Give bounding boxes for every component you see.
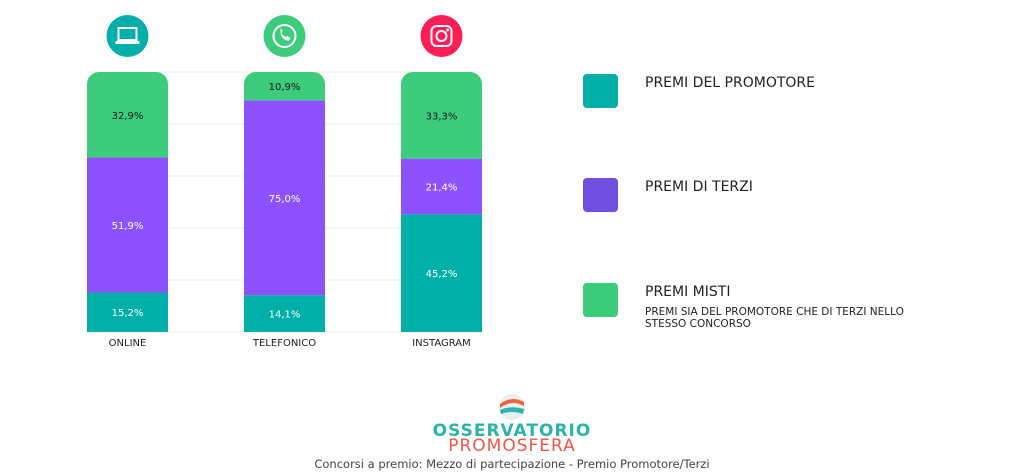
bar-segment xyxy=(87,72,168,158)
bar-segment xyxy=(401,72,482,159)
legend-label-misti: PREMI MISTI xyxy=(645,284,731,300)
data-label: 15,2% xyxy=(112,308,144,319)
category-label: ONLINE xyxy=(109,338,147,349)
data-label: 75,0% xyxy=(269,194,301,205)
instagram-dot xyxy=(446,28,449,32)
legend-label-terzi: PREMI DI TERZI xyxy=(645,179,753,195)
data-label: 32,9% xyxy=(112,111,144,122)
whatsapp-phone xyxy=(280,28,291,41)
bar-segment xyxy=(87,157,168,293)
bar-segment xyxy=(401,158,482,215)
data-label: 10,9% xyxy=(269,82,301,93)
category-label: INSTAGRAM xyxy=(412,338,471,349)
data-label: 21,4% xyxy=(426,183,458,194)
legend-swatch-terzi xyxy=(583,178,618,212)
whatsapp-icon xyxy=(263,15,306,57)
bar-segment xyxy=(244,72,325,101)
bar-segment xyxy=(244,295,325,332)
bar-segment xyxy=(401,214,482,332)
legend-label-promotore: PREMI DEL PROMOTORE xyxy=(645,75,815,91)
legend-swatch-misti xyxy=(583,283,618,317)
data-label: 45,2% xyxy=(426,269,458,280)
instagram-lens xyxy=(435,30,448,42)
logo-text-top: OSSERVATORIO xyxy=(432,421,592,441)
logo-text-bottom: PROMOSFERA xyxy=(448,436,576,456)
logo-globe-icon xyxy=(499,394,525,420)
instagram-icon xyxy=(420,15,463,57)
legend-sub-misti: PREMI SIA DEL PROMOTORE CHE DI TERZI NEL… xyxy=(645,306,904,330)
laptop-screen xyxy=(117,27,138,41)
instagram-frame xyxy=(430,25,453,47)
bar-segment xyxy=(244,100,325,296)
data-label: 51,9% xyxy=(112,221,144,232)
laptop-base xyxy=(115,41,140,44)
chart-caption: Concorsi a premio: Mezzo di partecipazio… xyxy=(314,457,710,471)
stacked-bar-chart: 15,2% 51,9% 32,9% ONLINE 14,1% 75,0% 10,9% TELE… xyxy=(87,15,482,349)
whatsapp-bubble xyxy=(272,24,297,48)
bar-segment xyxy=(87,292,168,332)
category-label: TELEFONICO xyxy=(252,338,316,349)
data-label: 33,3% xyxy=(426,111,458,122)
data-label: 14,1% xyxy=(269,310,301,321)
legend-swatch-promotore xyxy=(583,74,618,108)
laptop-icon xyxy=(106,15,149,57)
